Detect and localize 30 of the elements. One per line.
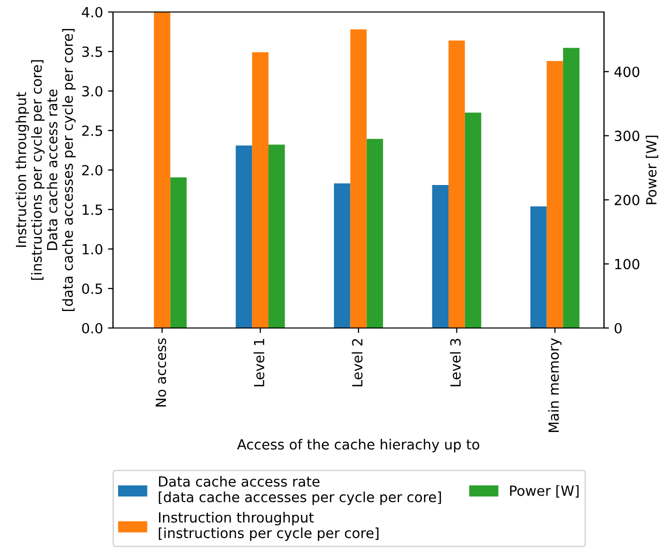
y2-axis-title: Power [W] [646,136,658,204]
y2-tick-label: 0 [614,322,622,334]
bar [530,206,547,328]
bar [236,146,252,328]
legend-label: Instruction throughput [instructions per cycle per core] [158,512,378,541]
y2-tick-label: 300 [614,130,640,142]
y-tick-label: 1.0 [82,244,102,254]
y-axis-title: Instruction throughput [instructions per cycle per core] Data cache access rate [data cache accesses per cycle per core] [16,28,76,312]
x-tick-label: Main memory [548,338,562,432]
y-tick-label: 2.5 [82,125,102,136]
y-tick-label: 1.5 [82,204,102,215]
y2-tick-label: 100 [615,258,640,270]
y2-tick-label: 200 [614,194,640,206]
bar [154,12,170,328]
x-tick-label: Level 3 [450,338,461,386]
bar [432,185,449,328]
x-tick-label: No access [156,338,166,406]
y2-tick-label: 400 [614,66,640,78]
y-tick-label: 3.5 [82,46,102,57]
y-tick-label: 2.0 [82,164,102,176]
y-tick-label: 4.0 [82,6,102,18]
x-tick-label: Level 1 [254,339,264,386]
legend-label: Data cache access rate [data cache accesses per cycle per core] [158,476,441,505]
legend-label: Power [W] [510,485,579,498]
x-tick-label: Level 2 [352,339,363,386]
bar [334,183,350,328]
y-tick-label: 0.0 [82,322,102,334]
y-tick-label: 3.0 [82,86,102,96]
x-axis-title: Access of the cache hierachy up to [237,438,480,452]
y-tick-label: 0.5 [82,283,102,294]
